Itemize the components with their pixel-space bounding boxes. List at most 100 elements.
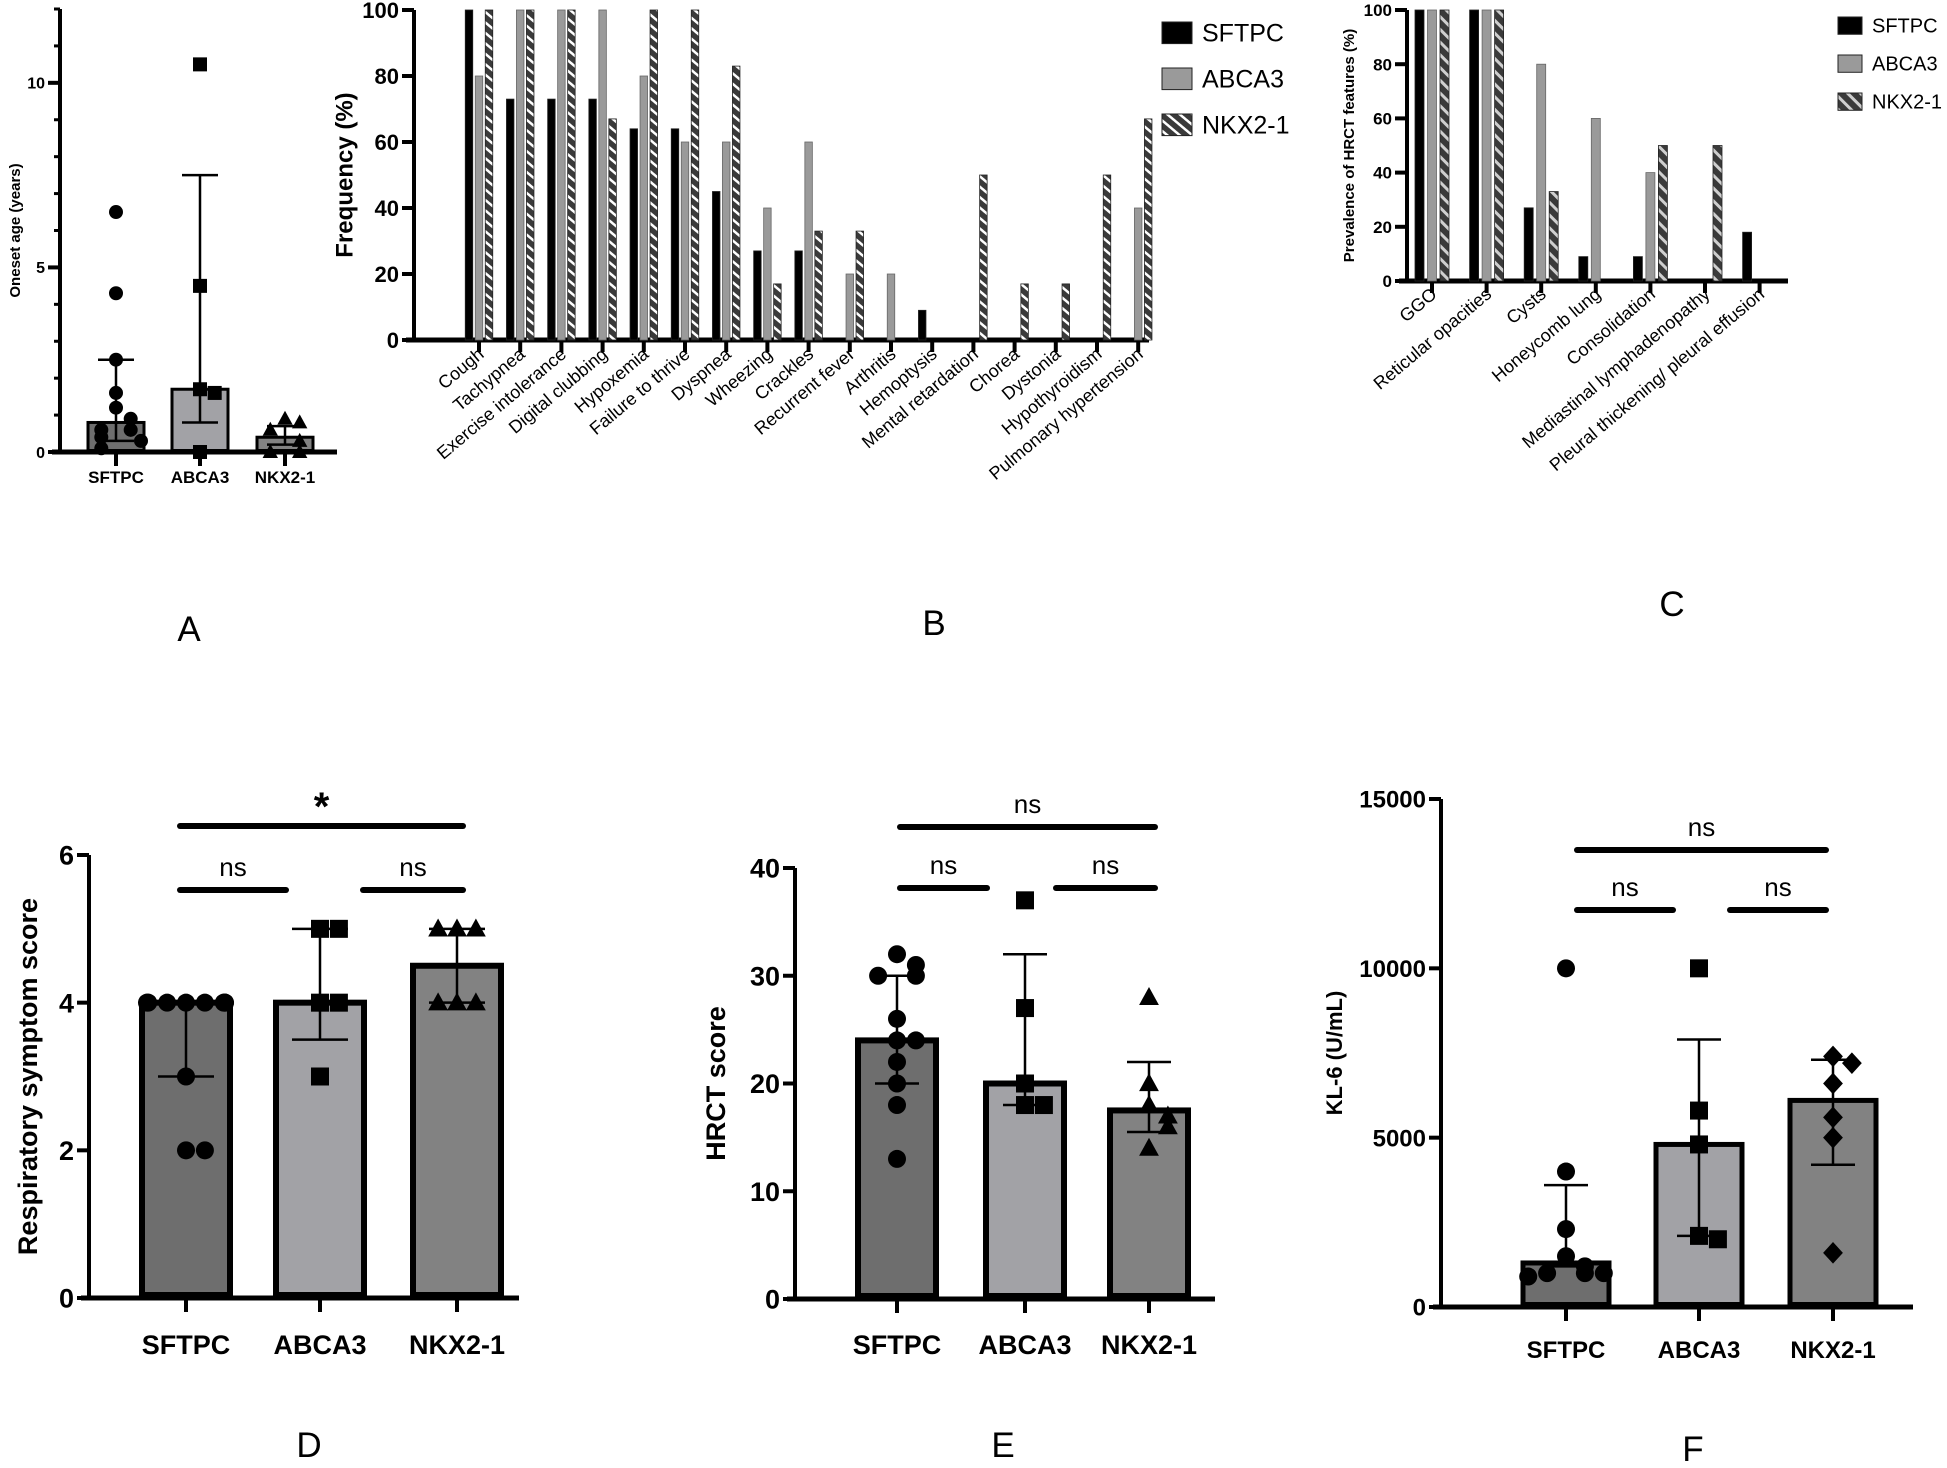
significance-label: ns — [399, 852, 426, 882]
data-point-circle — [158, 993, 177, 1012]
data-point-square — [193, 445, 207, 459]
data-point-square — [1690, 1135, 1708, 1154]
y-tick-label: 0 — [765, 1285, 780, 1315]
y-tick-label: 20 — [1373, 218, 1392, 237]
data-point-square — [311, 1067, 329, 1086]
data-point-circle — [1538, 1264, 1557, 1283]
y-tick-label: 0 — [59, 1284, 74, 1314]
data-point-diamond — [1823, 1072, 1843, 1095]
data-point-circle — [1519, 1267, 1538, 1286]
bar-nkx2-1 — [484, 9, 494, 341]
bar-sftpc — [794, 250, 803, 341]
data-point-triangle — [1158, 1116, 1178, 1135]
bar-sftpc — [464, 9, 474, 341]
data-point-circle — [123, 422, 138, 437]
data-point-square — [1690, 1101, 1708, 1120]
y-tick-label: 15000 — [1359, 787, 1426, 814]
bar-abca3 — [1645, 172, 1656, 282]
x-tick-label: SFTPC — [88, 468, 144, 487]
bar-nkx2-1 — [979, 174, 988, 341]
y-tick-label: 10000 — [1359, 956, 1426, 983]
data-point-circle — [888, 945, 906, 964]
data-point-square — [193, 57, 207, 72]
bar-nkx2-1 — [1061, 283, 1070, 341]
data-point-diamond — [1823, 1126, 1843, 1149]
significance-label: ns — [1092, 850, 1119, 880]
bar-sftpc — [588, 98, 597, 341]
y-tick-label: 20 — [375, 262, 399, 287]
significance-label: ns — [930, 850, 957, 880]
x-tick-label: SFTPC — [142, 1330, 231, 1360]
bar-nkx2-1 — [608, 118, 617, 341]
data-point-triangle — [262, 443, 278, 458]
data-point-circle — [888, 1052, 906, 1071]
data-point-circle — [195, 993, 214, 1012]
legend-swatch-nkx2-1 — [1837, 92, 1863, 111]
data-point-diamond — [1823, 1106, 1843, 1129]
bar-abca3 — [763, 207, 772, 341]
data-point-circle — [906, 1031, 925, 1050]
legend-label: NKX2-1 — [1202, 112, 1290, 140]
bar-nkx2-1 — [1020, 283, 1029, 341]
data-point-triangle — [447, 918, 467, 937]
panel-letter: C — [1659, 585, 1684, 624]
bar-sftpc — [1414, 9, 1425, 282]
data-point-circle — [109, 385, 123, 400]
y-tick-label: 2 — [59, 1136, 74, 1166]
panel-a: 0 5 10 Oneset age (years) A SFTPC ABCA3 NKX2-1 — [7, 7, 337, 649]
significance-label: ns — [1014, 789, 1041, 819]
bar-abca3 — [1536, 63, 1547, 282]
bar-nkx2-1 — [732, 65, 741, 341]
data-point-circle — [1557, 1220, 1575, 1239]
data-point-square — [1708, 1230, 1727, 1249]
data-point-triangle — [277, 410, 293, 425]
bar-nkx2-1 — [649, 9, 658, 341]
data-point-square — [1016, 1074, 1034, 1093]
data-point-circle — [177, 1067, 195, 1086]
data-point-diamond — [1842, 1052, 1862, 1074]
bar-abca3 — [639, 75, 648, 341]
data-point-square — [193, 382, 207, 397]
bar-abca3 — [273, 999, 367, 1299]
panel-letter: D — [296, 1426, 321, 1465]
data-point-circle — [134, 433, 148, 448]
y-tick-label: 10 — [27, 76, 45, 93]
data-point-diamond — [1823, 1242, 1843, 1264]
significance-label: ns — [219, 852, 246, 882]
bar-nkx2-1 — [1658, 145, 1668, 282]
data-point-circle — [138, 993, 156, 1012]
data-point-circle — [177, 993, 195, 1012]
data-point-triangle — [466, 992, 486, 1011]
bar-abca3 — [680, 141, 690, 341]
y-axis-label: Prevalence of HRCT features (%) — [1341, 29, 1358, 262]
y-tick-label: 0 — [36, 445, 45, 462]
data-point-diamond — [1823, 1045, 1843, 1068]
bar-sftpc — [1633, 256, 1643, 282]
bar-nkx2-1 — [1144, 118, 1153, 341]
y-axis-label: Oneset age (years) — [7, 163, 24, 297]
bar-nkx2-1 — [410, 962, 504, 1298]
y-tick-label: 40 — [750, 854, 780, 884]
bar-nkx2-1 — [1494, 9, 1504, 282]
data-point-triangle — [466, 918, 486, 937]
x-tick-label: ABCA3 — [273, 1330, 366, 1360]
legend-swatch-sftpc — [1837, 16, 1863, 35]
y-tick-label: 30 — [750, 961, 780, 991]
bar-sftpc — [918, 309, 927, 341]
data-point-circle — [1575, 1264, 1594, 1283]
data-point-triangle — [1158, 1105, 1178, 1124]
data-point-circle — [216, 993, 234, 1012]
bar-abca3 — [1481, 9, 1492, 282]
bar-abca3 — [722, 141, 731, 341]
data-point-triangle — [1139, 1137, 1159, 1156]
bar-sftpc — [1469, 9, 1479, 282]
x-tick-label: SFTPC — [853, 1330, 942, 1360]
data-point-square — [311, 993, 329, 1012]
y-axis-label: HRCT score — [701, 1006, 731, 1161]
x-tick-label: ABCA3 — [171, 468, 230, 487]
y-tick-label: 6 — [59, 841, 74, 871]
bar-abca3 — [598, 9, 607, 341]
data-point-circle — [888, 1031, 906, 1050]
data-point-circle — [109, 400, 123, 415]
